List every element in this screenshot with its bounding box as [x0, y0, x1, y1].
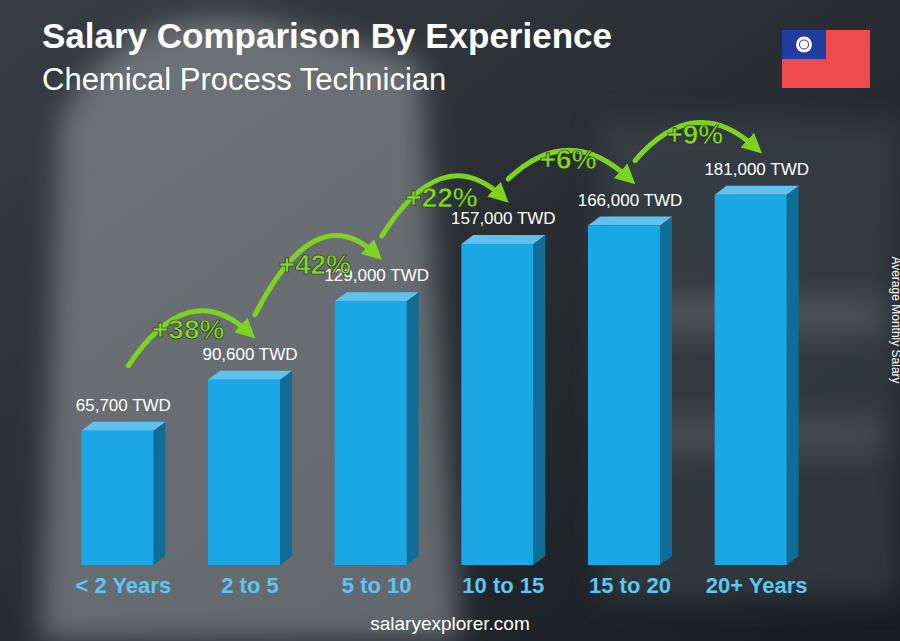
- change-label: +38%: [152, 314, 224, 345]
- bar-side: [153, 422, 165, 565]
- flag-sun-core: [800, 41, 808, 49]
- bar-side: [660, 217, 672, 565]
- bar: [461, 244, 533, 565]
- change-label: +9%: [666, 119, 723, 150]
- bar: [588, 226, 660, 565]
- bar-top: [588, 217, 672, 226]
- category-label: 20+ Years: [706, 573, 808, 598]
- annotations: +38% +42% +22% +6% +9%: [128, 119, 754, 365]
- category-label: 2 to 5: [221, 573, 278, 598]
- bar: [335, 301, 407, 565]
- change-label: +6%: [540, 144, 597, 175]
- flag-canton: [782, 30, 826, 59]
- change-label: +22%: [405, 182, 477, 213]
- labels: 65,700 TWD< 2 Years90,600 TWD2 to 5129,0…: [76, 160, 809, 598]
- chart-container: Salary Comparison By Experience Chemical …: [0, 0, 900, 641]
- bar-top: [335, 292, 419, 301]
- subtitle: Chemical Process Technician: [42, 62, 446, 97]
- bars: [81, 186, 798, 565]
- change-arrow: [382, 176, 502, 236]
- chart-svg: Salary Comparison By Experience Chemical …: [0, 0, 900, 641]
- bar-top: [208, 371, 292, 380]
- source: salaryexplorer.com: [370, 613, 529, 634]
- bar-side: [280, 371, 292, 565]
- title: Salary Comparison By Experience: [42, 16, 612, 55]
- category-label: 10 to 15: [462, 573, 544, 598]
- data-label: 65,700 TWD: [76, 396, 171, 415]
- bar-side: [407, 292, 419, 565]
- bar-side: [787, 186, 799, 565]
- change-arrow: [128, 311, 248, 366]
- flag-sun-ring: [799, 40, 809, 50]
- bar: [208, 380, 280, 565]
- bar-top: [715, 186, 799, 195]
- bar-top: [461, 235, 545, 244]
- change-arrow: [255, 236, 375, 315]
- category-label: < 2 Years: [76, 573, 172, 598]
- flag-sun: [796, 37, 812, 53]
- bar: [715, 195, 787, 565]
- data-label: 166,000 TWD: [578, 191, 683, 210]
- category-label: 5 to 10: [342, 573, 412, 598]
- category-label: 15 to 20: [589, 573, 671, 598]
- bar: [81, 431, 153, 565]
- background-shade: [0, 0, 900, 641]
- change-label: +42%: [279, 249, 351, 280]
- flag: [782, 30, 870, 88]
- bar-side: [533, 235, 545, 565]
- data-label: 181,000 TWD: [704, 160, 809, 179]
- data-label: 90,600 TWD: [202, 345, 297, 364]
- background: [0, 0, 900, 641]
- bar-top: [81, 422, 165, 431]
- y-axis-label: Average Monthly Salary: [889, 256, 900, 383]
- flag-field: [782, 30, 870, 88]
